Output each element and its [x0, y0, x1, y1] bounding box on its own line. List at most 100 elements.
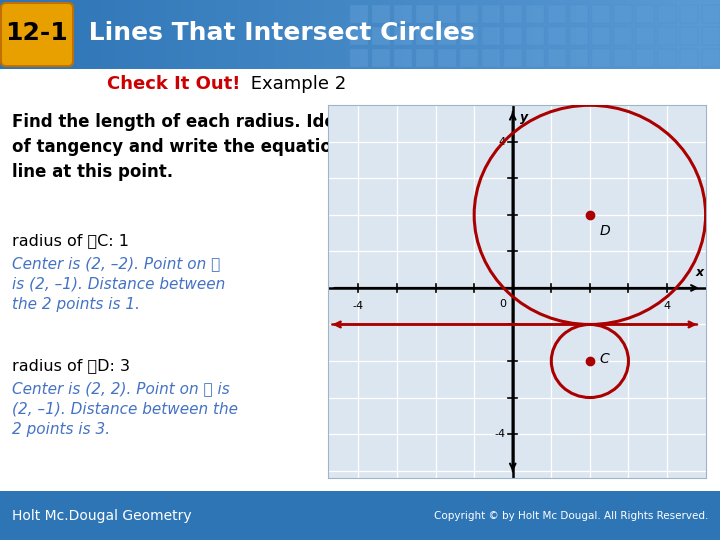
- Bar: [372, 5, 390, 23]
- Bar: [36, 0, 43, 69]
- Bar: [202, 0, 209, 69]
- Bar: [641, 0, 648, 69]
- Bar: [367, 0, 374, 69]
- Bar: [372, 49, 390, 67]
- Bar: [209, 0, 216, 69]
- Text: Center is (2, –2). Point on ⍉
is (2, –1). Distance between
the 2 points is 1.: Center is (2, –2). Point on ⍉ is (2, –1)…: [12, 256, 225, 312]
- Bar: [504, 49, 522, 67]
- Bar: [438, 49, 456, 67]
- Bar: [259, 0, 266, 69]
- Bar: [658, 49, 676, 67]
- Bar: [137, 0, 144, 69]
- Bar: [540, 0, 547, 69]
- Bar: [425, 0, 432, 69]
- Bar: [302, 0, 310, 69]
- Bar: [389, 0, 396, 69]
- Bar: [416, 5, 434, 23]
- Bar: [475, 0, 482, 69]
- Text: -4: -4: [353, 301, 364, 310]
- Bar: [691, 0, 698, 69]
- Bar: [115, 0, 122, 69]
- Bar: [151, 0, 158, 69]
- Bar: [346, 0, 353, 69]
- Bar: [713, 0, 720, 69]
- Bar: [416, 49, 434, 67]
- Bar: [612, 0, 619, 69]
- Bar: [648, 0, 655, 69]
- Bar: [418, 0, 425, 69]
- Text: Check It Out!: Check It Out!: [107, 75, 240, 93]
- Bar: [372, 27, 390, 45]
- Bar: [79, 0, 86, 69]
- Bar: [706, 0, 713, 69]
- Bar: [94, 0, 101, 69]
- Bar: [230, 0, 238, 69]
- Bar: [698, 0, 706, 69]
- Text: Example 2: Example 2: [245, 75, 346, 93]
- Bar: [677, 0, 684, 69]
- Bar: [58, 0, 65, 69]
- Bar: [416, 27, 434, 45]
- Bar: [497, 0, 504, 69]
- Bar: [526, 0, 533, 69]
- Text: C: C: [600, 352, 609, 366]
- Bar: [636, 5, 654, 23]
- Bar: [324, 0, 331, 69]
- Bar: [173, 0, 180, 69]
- Bar: [680, 27, 698, 45]
- Bar: [331, 0, 338, 69]
- Bar: [680, 49, 698, 67]
- Bar: [194, 0, 202, 69]
- Bar: [438, 27, 456, 45]
- Text: x: x: [696, 266, 704, 279]
- Bar: [396, 0, 403, 69]
- Bar: [658, 5, 676, 23]
- Bar: [394, 49, 412, 67]
- Bar: [592, 49, 610, 67]
- Bar: [130, 0, 137, 69]
- Bar: [626, 0, 634, 69]
- Bar: [655, 0, 662, 69]
- Bar: [166, 0, 173, 69]
- Bar: [605, 0, 612, 69]
- Bar: [548, 49, 566, 67]
- Bar: [526, 49, 544, 67]
- Bar: [281, 0, 288, 69]
- Bar: [14, 0, 22, 69]
- Bar: [702, 49, 720, 67]
- Bar: [187, 0, 194, 69]
- Bar: [43, 0, 50, 69]
- Bar: [0, 0, 7, 69]
- Text: D: D: [600, 224, 610, 238]
- Text: Lines That Intersect Circles: Lines That Intersect Circles: [80, 21, 474, 45]
- Bar: [562, 0, 569, 69]
- Bar: [86, 0, 94, 69]
- Bar: [554, 0, 562, 69]
- Bar: [583, 0, 590, 69]
- Bar: [310, 0, 317, 69]
- Bar: [576, 0, 583, 69]
- Bar: [636, 27, 654, 45]
- Bar: [592, 27, 610, 45]
- Text: 4: 4: [663, 301, 670, 310]
- Bar: [266, 0, 274, 69]
- Bar: [670, 0, 677, 69]
- Text: Copyright © by Holt Mc Dougal. All Rights Reserved.: Copyright © by Holt Mc Dougal. All Right…: [433, 511, 708, 521]
- Bar: [570, 27, 588, 45]
- Bar: [245, 0, 252, 69]
- Bar: [548, 27, 566, 45]
- Bar: [526, 27, 544, 45]
- Bar: [460, 5, 478, 23]
- Bar: [511, 0, 518, 69]
- Bar: [658, 27, 676, 45]
- Bar: [460, 49, 478, 67]
- Bar: [7, 0, 14, 69]
- Text: 4: 4: [499, 137, 505, 147]
- Bar: [350, 5, 368, 23]
- Bar: [702, 27, 720, 45]
- Bar: [592, 5, 610, 23]
- Text: y: y: [520, 111, 528, 124]
- Bar: [569, 0, 576, 69]
- Bar: [65, 0, 72, 69]
- Bar: [360, 0, 367, 69]
